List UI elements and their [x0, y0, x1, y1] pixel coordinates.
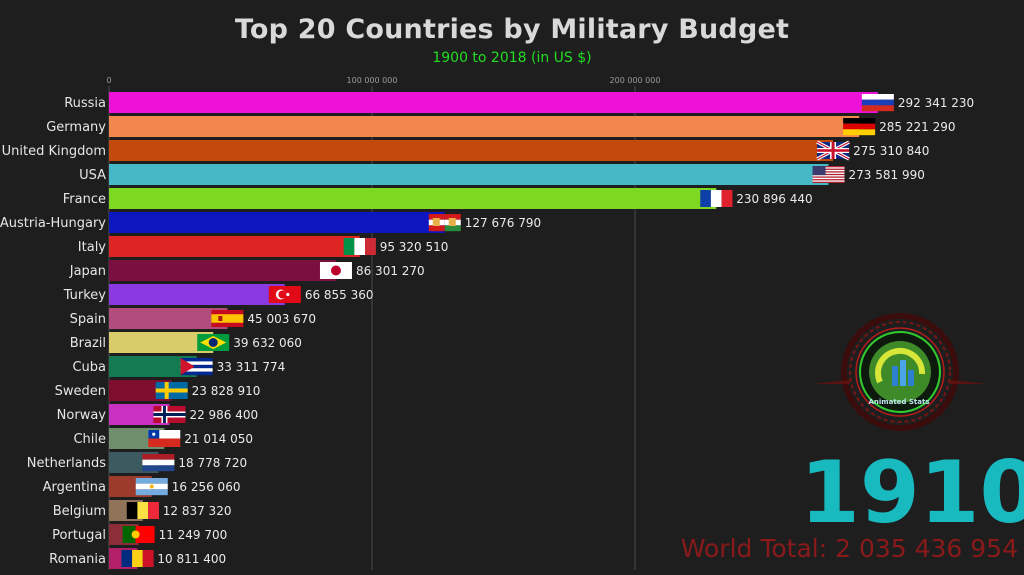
france-flag — [700, 190, 733, 207]
usa-flag — [812, 166, 845, 183]
netherlands-flag — [142, 454, 175, 472]
italy-flag — [343, 238, 376, 255]
spain-flag — [211, 310, 244, 327]
bar-japan — [109, 260, 336, 281]
bar-usa — [109, 164, 829, 185]
category-label: Brazil — [70, 336, 106, 351]
cuba-flag — [180, 358, 213, 376]
sweden-flag — [155, 382, 188, 399]
category-label: Chile — [73, 432, 106, 447]
russia-flag — [861, 94, 894, 112]
bar-cuba — [109, 356, 197, 377]
category-label: France — [63, 192, 106, 207]
value-label: 33 311 774 — [217, 360, 286, 374]
logo-text: Animated Stats — [868, 398, 930, 406]
category-label: Portugal — [52, 528, 106, 543]
norway-flag — [153, 406, 186, 423]
argentina-flag — [135, 478, 168, 496]
value-label: 16 256 060 — [172, 480, 241, 494]
value-label: 22 986 400 — [189, 408, 258, 422]
bar-russia — [109, 92, 878, 113]
value-label: 95 320 510 — [380, 240, 449, 254]
value-label: 66 855 360 — [305, 288, 374, 302]
austria-hungary-flag — [428, 214, 461, 232]
value-label: 12 837 320 — [163, 504, 232, 518]
value-label: 127 676 790 — [465, 216, 541, 230]
bar-united-kingdom — [109, 140, 834, 161]
germany-flag — [843, 118, 876, 136]
world-total-label: World Total: — [680, 534, 828, 563]
animated-stats-logo — [810, 312, 994, 436]
x-tick-label: 100 000 000 — [347, 76, 398, 85]
bar-turkey — [109, 284, 285, 305]
category-label: Turkey — [63, 288, 107, 303]
value-label: 275 310 840 — [853, 144, 929, 158]
portugal-flag — [122, 526, 155, 543]
category-label: Cuba — [72, 360, 106, 375]
belgium-flag — [126, 502, 159, 519]
category-label: Spain — [70, 312, 106, 327]
category-label: Netherlands — [27, 456, 106, 471]
category-label: USA — [79, 168, 106, 183]
category-label: Japan — [69, 264, 106, 279]
value-label: 11 249 700 — [159, 528, 228, 542]
romania-flag — [121, 550, 154, 567]
value-label: 86 301 270 — [356, 264, 425, 278]
japan-flag — [319, 262, 352, 279]
value-label: 292 341 230 — [898, 96, 974, 110]
category-label: Sweden — [55, 384, 106, 399]
chile-flag — [148, 430, 181, 447]
brazil-flag — [197, 334, 230, 351]
world-total: World Total: 2 035 436 954 — [640, 534, 1018, 563]
value-label: 23 828 910 — [192, 384, 261, 398]
bar-italy — [109, 236, 360, 257]
value-label: 45 003 670 — [247, 312, 316, 326]
turkey-flag — [268, 286, 301, 303]
value-label: 285 221 290 — [879, 120, 955, 134]
chart-subtitle: 1900 to 2018 (in US $) — [432, 50, 592, 66]
category-label: United Kingdom — [2, 144, 106, 159]
x-tick-label: 200 000 000 — [610, 76, 661, 85]
category-label: Romania — [49, 552, 106, 567]
bar-france — [109, 188, 717, 209]
value-label: 10 811 400 — [157, 552, 226, 566]
bar-brazil — [109, 332, 214, 353]
category-label: Argentina — [43, 480, 106, 495]
value-label: 273 581 990 — [849, 168, 925, 182]
value-label: 18 778 720 — [178, 456, 247, 470]
category-label: Germany — [46, 120, 106, 135]
chart-title: Top 20 Countries by Military Budget — [234, 14, 790, 45]
year-display: 1910 — [800, 443, 1024, 543]
category-label: Austria-Hungary — [0, 216, 106, 231]
category-label: Norway — [57, 408, 107, 423]
category-label: Belgium — [53, 504, 106, 519]
bar-spain — [109, 308, 228, 329]
value-label: 39 632 060 — [233, 336, 302, 350]
x-tick-label: 0 — [106, 76, 111, 85]
world-total-value: 2 035 436 954 — [835, 534, 1018, 563]
category-label: Russia — [64, 96, 106, 111]
bar-germany — [109, 116, 860, 137]
value-label: 230 896 440 — [736, 192, 812, 206]
uk-flag — [816, 140, 850, 161]
value-label: 21 014 050 — [184, 432, 253, 446]
category-label: Italy — [78, 240, 107, 255]
bar-austria-hungary — [109, 212, 445, 233]
